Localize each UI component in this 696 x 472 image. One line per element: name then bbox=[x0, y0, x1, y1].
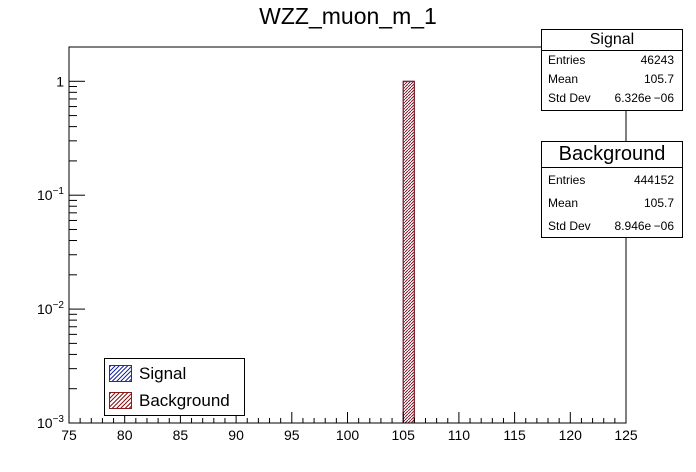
stddev-value: 6.326e −06 bbox=[614, 91, 674, 105]
background-swatch bbox=[109, 392, 132, 409]
y-tick-label: 10−3 bbox=[37, 414, 64, 431]
x-tick-label: 85 bbox=[173, 427, 189, 443]
mean-value: 105.7 bbox=[643, 72, 674, 86]
entries-value: 46243 bbox=[640, 53, 674, 67]
x-tick-label: 95 bbox=[284, 427, 300, 443]
legend-label-signal: Signal bbox=[139, 364, 187, 383]
x-tick-label: 75 bbox=[61, 427, 77, 443]
y-tick-label: 10−2 bbox=[37, 300, 64, 317]
x-tick-label: 110 bbox=[448, 427, 471, 443]
stddev-label: Std Dev bbox=[548, 91, 591, 105]
entries-label: Entries bbox=[548, 173, 586, 187]
x-tick-label: 115 bbox=[503, 427, 526, 443]
mean-label: Mean bbox=[548, 196, 579, 210]
entries-label: Entries bbox=[548, 53, 586, 67]
y-tick-label: 10−1 bbox=[37, 186, 64, 203]
x-tick-label: 125 bbox=[614, 427, 638, 443]
signal-stats-title: Signal bbox=[542, 30, 682, 51]
chart-title: WZZ_muon_m_1 bbox=[259, 3, 437, 29]
legend-label-background: Background bbox=[139, 391, 230, 410]
mean-value: 105.7 bbox=[643, 196, 674, 210]
signal-swatch bbox=[109, 365, 132, 382]
x-tick-label: 100 bbox=[336, 427, 360, 443]
bar-background bbox=[402, 80, 415, 424]
x-tick-label: 120 bbox=[559, 427, 583, 443]
stddev-value: 8.946e −06 bbox=[614, 219, 674, 233]
background-stats-box: Background Entries 444152 Mean 105.7 Std… bbox=[541, 141, 683, 238]
x-tick-label: 80 bbox=[117, 427, 133, 443]
stddev-label: Std Dev bbox=[548, 219, 591, 233]
entries-value: 444152 bbox=[633, 173, 674, 187]
x-tick-label: 105 bbox=[392, 427, 416, 443]
x-tick-label: 90 bbox=[228, 427, 244, 443]
background-stats-title: Background bbox=[542, 142, 682, 168]
signal-stats-box: Signal Entries 46243 Mean 105.7 Std Dev … bbox=[541, 29, 683, 111]
legend: Signal Background bbox=[104, 358, 245, 416]
y-tick-label: 1 bbox=[56, 73, 64, 89]
mean-label: Mean bbox=[548, 72, 579, 86]
